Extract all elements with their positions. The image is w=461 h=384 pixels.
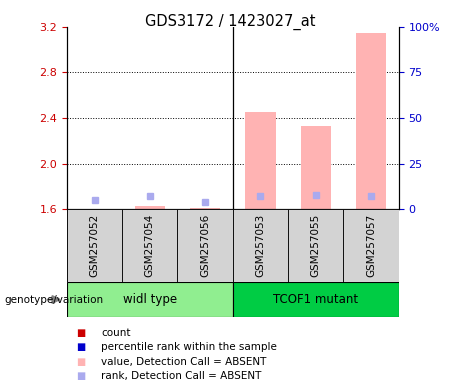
Text: ■: ■ [76, 371, 85, 381]
Text: widl type: widl type [123, 293, 177, 306]
Bar [343, 209, 399, 282]
Text: GSM257053: GSM257053 [255, 214, 266, 277]
Bar [356, 33, 386, 209]
Bar [233, 282, 399, 317]
Bar [245, 113, 276, 209]
Text: ■: ■ [76, 357, 85, 367]
Text: GSM257057: GSM257057 [366, 214, 376, 277]
Text: value, Detection Call = ABSENT: value, Detection Call = ABSENT [101, 357, 267, 367]
Text: ■: ■ [76, 328, 85, 338]
Text: percentile rank within the sample: percentile rank within the sample [101, 342, 278, 352]
Text: GSM257054: GSM257054 [145, 214, 155, 277]
Text: TCOF1 mutant: TCOF1 mutant [273, 293, 358, 306]
Text: genotype/variation: genotype/variation [5, 295, 104, 305]
Text: GSM257052: GSM257052 [89, 214, 100, 277]
Bar [67, 282, 233, 317]
Text: GSM257055: GSM257055 [311, 214, 321, 277]
Text: GSM257056: GSM257056 [200, 214, 210, 277]
Bar [67, 209, 122, 282]
Text: GDS3172 / 1423027_at: GDS3172 / 1423027_at [145, 13, 316, 30]
Bar [233, 209, 288, 282]
Text: ■: ■ [76, 342, 85, 352]
Text: rank, Detection Call = ABSENT: rank, Detection Call = ABSENT [101, 371, 262, 381]
Bar [301, 126, 331, 209]
Bar [135, 206, 165, 209]
Bar [190, 208, 220, 209]
Bar [177, 209, 233, 282]
Bar [122, 209, 177, 282]
Text: count: count [101, 328, 131, 338]
Bar [288, 209, 343, 282]
